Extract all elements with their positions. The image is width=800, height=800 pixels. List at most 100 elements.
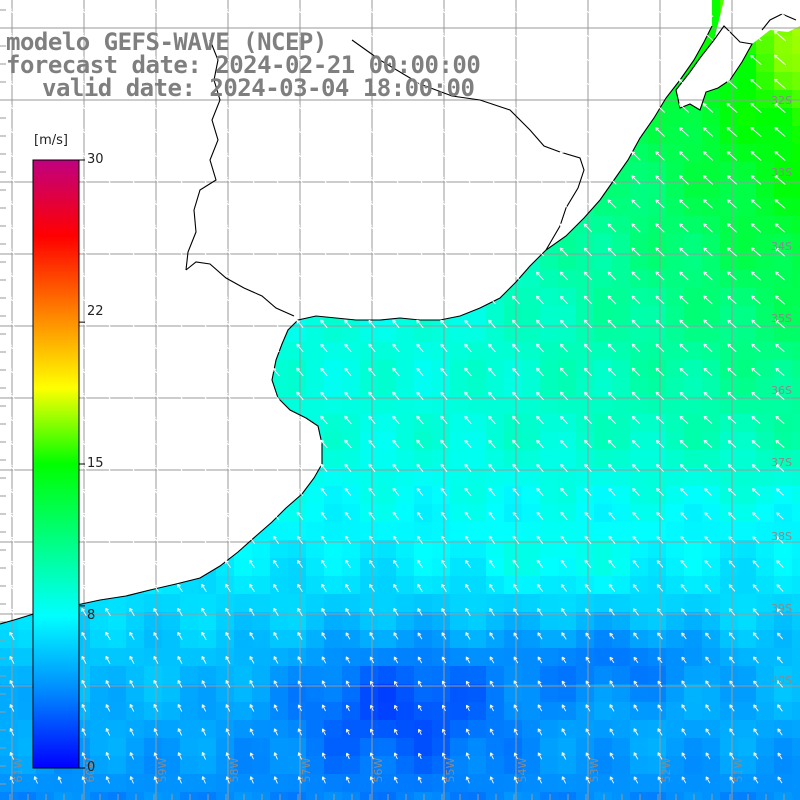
field-cell: [450, 684, 469, 703]
wind-arrow: [128, 343, 136, 353]
wind-arrow: [248, 31, 256, 41]
field-cell: [558, 450, 577, 469]
field-cell: [648, 540, 667, 559]
wind-arrow: [727, 319, 737, 329]
wind-arrow: [177, 776, 182, 784]
wind-arrow: [248, 79, 256, 89]
wind-arrow: [128, 391, 136, 401]
wind-arrow: [489, 656, 495, 664]
field-cell: [630, 252, 649, 271]
wind-arrow: [296, 199, 304, 209]
field-cell: [594, 756, 613, 775]
wind-arrow: [224, 199, 232, 209]
field-cell: [414, 540, 433, 559]
wind-arrow: [393, 752, 398, 760]
field-cell: [288, 756, 307, 775]
field-cell: [756, 684, 775, 703]
field-cell: [504, 756, 523, 775]
field-cell: [360, 792, 379, 800]
wind-arrow: [774, 102, 786, 113]
field-cell: [666, 540, 685, 559]
latitude-label: 35S: [771, 312, 792, 325]
wind-arrow: [152, 271, 160, 281]
wind-arrow: [201, 656, 207, 664]
wind-arrow: [104, 199, 112, 209]
field-cell: [288, 324, 307, 343]
wind-arrow: [104, 511, 112, 521]
field-cell: [558, 774, 577, 793]
wind-arrow: [9, 776, 14, 784]
wind-arrow: [272, 199, 280, 209]
field-cell: [144, 738, 163, 757]
wind-arrow: [703, 247, 713, 257]
wind-arrow: [8, 439, 16, 448]
field-cell: [306, 540, 325, 559]
river-plate-north-shore: [185, 261, 295, 317]
field-cell: [432, 792, 451, 800]
wind-arrow: [488, 343, 496, 353]
wind-arrow: [631, 247, 641, 257]
field-cell: [594, 504, 613, 523]
field-cell: [180, 630, 199, 649]
wind-arrow: [320, 79, 328, 89]
field-cell: [522, 648, 541, 667]
wind-arrow: [511, 175, 521, 185]
wind-arrow: [393, 776, 398, 784]
wind-arrow: [440, 127, 448, 137]
field-cell: [720, 414, 739, 433]
field-cell: [684, 522, 703, 541]
field-cell: [396, 666, 415, 685]
field-cell: [504, 378, 523, 397]
field-cell: [108, 630, 127, 649]
field-cell: [54, 792, 73, 800]
field-cell: [288, 702, 307, 721]
wind-arrow: [440, 175, 448, 185]
field-cell: [378, 396, 397, 415]
field-cell: [612, 702, 631, 721]
wind-arrow: [464, 463, 472, 473]
wind-arrow: [368, 391, 376, 401]
wind-arrow: [80, 103, 88, 113]
wind-arrow: [392, 247, 400, 257]
wind-arrow: [8, 271, 16, 281]
wind-arrow: [704, 536, 712, 544]
wind-arrow: [774, 127, 786, 137]
field-cell: [648, 612, 667, 631]
field-cell: [378, 342, 397, 361]
wind-arrow: [753, 680, 759, 688]
field-cell: [576, 342, 595, 361]
field-cell: [702, 234, 721, 253]
field-cell: [756, 630, 775, 649]
field-cell: [324, 720, 343, 739]
field-cell: [774, 306, 793, 325]
wind-arrow: [727, 343, 737, 353]
wind-arrow: [750, 247, 762, 257]
wind-arrow: [201, 559, 207, 568]
wind-arrow: [200, 127, 208, 137]
field-cell: [720, 180, 739, 199]
wind-arrow: [657, 752, 663, 760]
field-cell: [468, 720, 487, 739]
wind-arrow: [631, 223, 641, 233]
field-cell: [468, 576, 487, 595]
wind-arrow: [320, 103, 328, 113]
wind-arrow: [128, 367, 136, 377]
wind-arrow: [705, 704, 711, 712]
wind-arrow: [176, 295, 184, 305]
wind-arrow: [128, 55, 136, 65]
wind-arrow: [296, 463, 304, 473]
wind-arrow: [81, 704, 87, 712]
wind-arrow: [225, 680, 231, 688]
wind-arrow: [440, 463, 448, 473]
wind-arrow: [705, 776, 711, 784]
wind-arrow: [392, 127, 400, 137]
field-cell: [648, 630, 667, 649]
field-cell: [612, 234, 631, 253]
field-cell: [666, 342, 685, 361]
wind-arrow: [488, 439, 496, 449]
field-cell: [306, 576, 325, 595]
wind-arrow: [128, 199, 136, 209]
field-cell: [504, 540, 523, 559]
field-cell: [252, 756, 271, 775]
field-cell: [666, 648, 685, 667]
